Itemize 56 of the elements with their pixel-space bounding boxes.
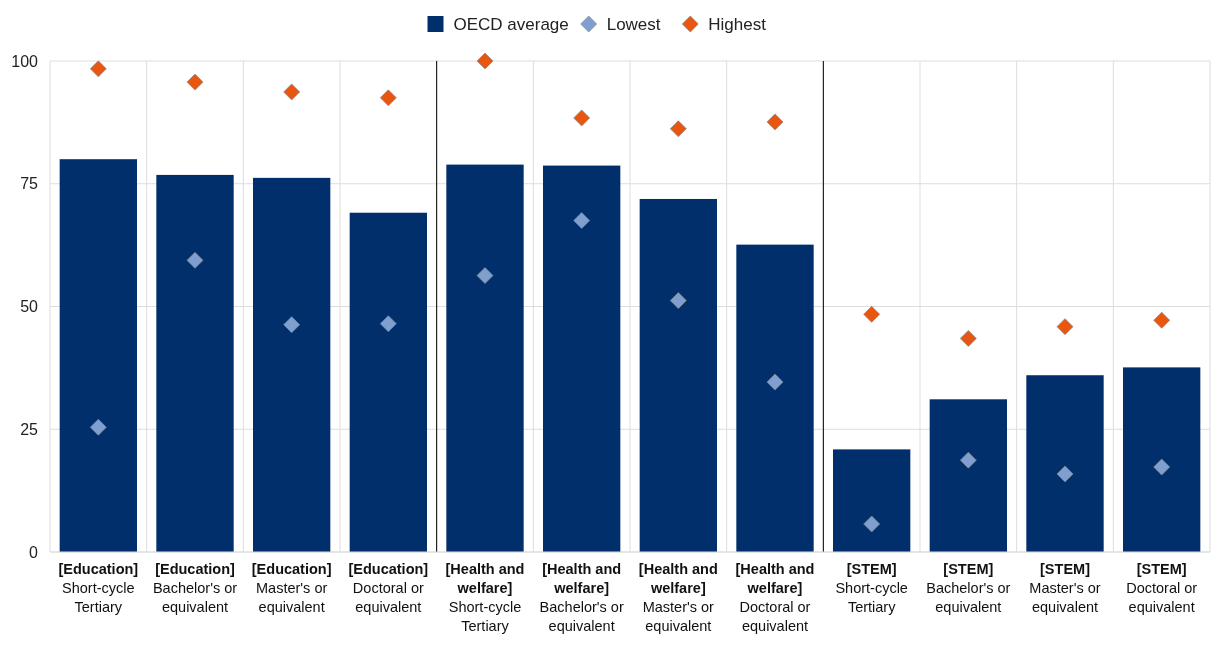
point — [1153, 458, 1171, 476]
y-tick-label: 25 — [20, 420, 39, 438]
point — [476, 267, 494, 284]
x-tick-label: [STEM] Short-cycle Tertiary — [835, 561, 908, 615]
point — [379, 89, 397, 107]
point — [379, 315, 397, 333]
point — [89, 418, 107, 436]
legend-label: Highest — [708, 14, 767, 34]
point — [186, 252, 204, 269]
point — [573, 109, 591, 127]
point — [186, 73, 204, 91]
point — [959, 451, 977, 469]
y-tick-label: 0 — [29, 543, 39, 561]
point — [766, 373, 784, 391]
point — [1056, 465, 1074, 483]
point — [863, 515, 881, 533]
x-tick-label: [Health and welfare] Doctoral or equivalent — [735, 561, 815, 634]
legend-label: Lowest — [606, 14, 661, 34]
point — [283, 83, 301, 101]
bar — [639, 198, 717, 552]
x-tick-label: [Education] Master's or equivalent — [251, 561, 332, 615]
bar — [253, 177, 331, 552]
bar — [833, 449, 911, 552]
y-tick-label: 100 — [11, 52, 39, 70]
bar — [1123, 367, 1201, 552]
bar — [736, 244, 814, 552]
point — [1056, 318, 1074, 335]
point — [669, 292, 687, 309]
legend-label: OECD average — [453, 14, 569, 34]
x-tick-label: [Health and welfare] Short-cycle Tertiary — [445, 561, 525, 634]
bar — [929, 399, 1007, 552]
point — [669, 120, 687, 138]
x-tick-label: [STEM] Bachelor's or equivalent — [926, 561, 1011, 615]
bar — [543, 165, 621, 552]
point — [959, 330, 977, 347]
x-tick-label: [Education] Short-cycle Tertiary — [58, 561, 139, 615]
bar — [156, 174, 234, 552]
point — [863, 306, 881, 323]
x-tick-label: [STEM] Doctoral or equivalent — [1126, 561, 1198, 615]
point — [766, 113, 784, 131]
bar — [349, 212, 427, 552]
point — [476, 52, 494, 70]
point — [573, 212, 591, 229]
x-tick-label: [Education] Doctoral or equivalent — [348, 561, 429, 615]
x-tick-label: [Health and welfare] Bachelor's or equivalent — [539, 561, 624, 634]
point — [89, 60, 107, 78]
x-tick-label: [STEM] Master's or equivalent — [1029, 561, 1101, 615]
bar — [446, 164, 524, 552]
bar — [1026, 375, 1104, 552]
x-tick-label: [Education] Bachelor's or equivalent — [152, 561, 238, 615]
y-tick-label: 75 — [20, 175, 39, 193]
point — [1153, 311, 1171, 329]
y-tick-label: 50 — [20, 298, 39, 316]
bar — [59, 159, 137, 552]
point — [283, 316, 301, 334]
x-tick-label: [Health and welfare] Master's or equivalent — [638, 561, 718, 634]
